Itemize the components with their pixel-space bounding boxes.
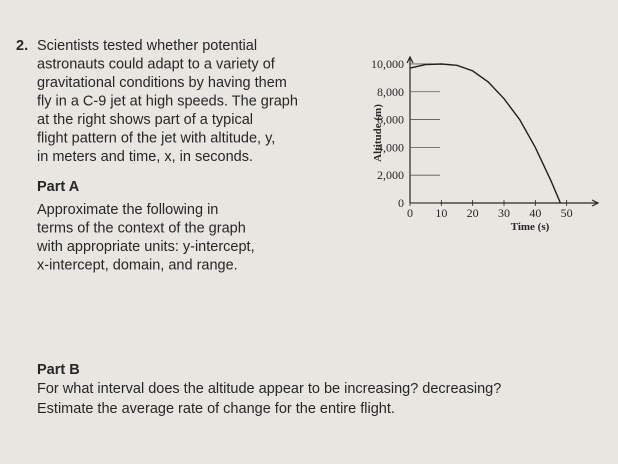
x-axis-arrow xyxy=(591,199,600,207)
y-tick-label: 10,000 xyxy=(371,57,404,71)
x-tick-label: 50 xyxy=(561,206,573,220)
part-a-line: with appropriate units: y-intercept, xyxy=(36,239,255,255)
chart: 0 2,000 4,000 6,000 8,000 10,000 0 10 20 30 40 50 Ti… xyxy=(371,55,600,233)
problem-line: gravitational conditions by having them xyxy=(37,75,287,91)
problem-line: in meters and time, x, in seconds. xyxy=(37,149,253,165)
y-tick-label: 2,000 xyxy=(377,168,404,182)
x-tick-label: 10 xyxy=(435,206,447,220)
problem-line: astronauts could adapt to a variety of xyxy=(37,57,276,73)
part-a-line: x-intercept, domain, and range. xyxy=(37,258,238,274)
part-b-line: For what interval does the altitude appe… xyxy=(37,381,501,397)
part-a-line: Approximate the following in xyxy=(37,202,218,218)
part-a-line: terms of the context of the graph xyxy=(37,221,246,237)
y-axis-arrow xyxy=(406,55,414,64)
problem-line: Scientists tested whether potential xyxy=(37,38,257,54)
x-tick-label: 0 xyxy=(407,206,413,220)
problem-line: fly in a C-9 jet at high speeds. The gra… xyxy=(37,94,298,110)
x-axis-label: Time (s) xyxy=(511,221,550,233)
x-tick-label: 30 xyxy=(498,206,510,220)
y-tick-label: 0 xyxy=(398,196,404,210)
y-tick-label: 8,000 xyxy=(377,85,404,99)
problem-line: at the right shows part of a typical xyxy=(37,112,253,128)
part-b-heading: Part B xyxy=(37,362,80,378)
x-tick-label: 40 xyxy=(529,206,541,220)
x-tick-label: 20 xyxy=(467,206,479,220)
part-a-heading: Part A xyxy=(37,179,80,195)
y-tick-label: 6,000 xyxy=(377,113,404,127)
y-axis-label: Altitude (m) xyxy=(372,104,384,162)
flight-curve xyxy=(409,63,562,204)
problem-line: flight pattern of the jet with altitude,… xyxy=(37,131,275,147)
problem-number: 2. xyxy=(16,38,28,54)
y-tick-label: 4,000 xyxy=(377,140,404,154)
part-b-line: Estimate the average rate of change for … xyxy=(37,401,395,417)
text-block: Scientists tested whether potential astro… xyxy=(36,38,501,417)
